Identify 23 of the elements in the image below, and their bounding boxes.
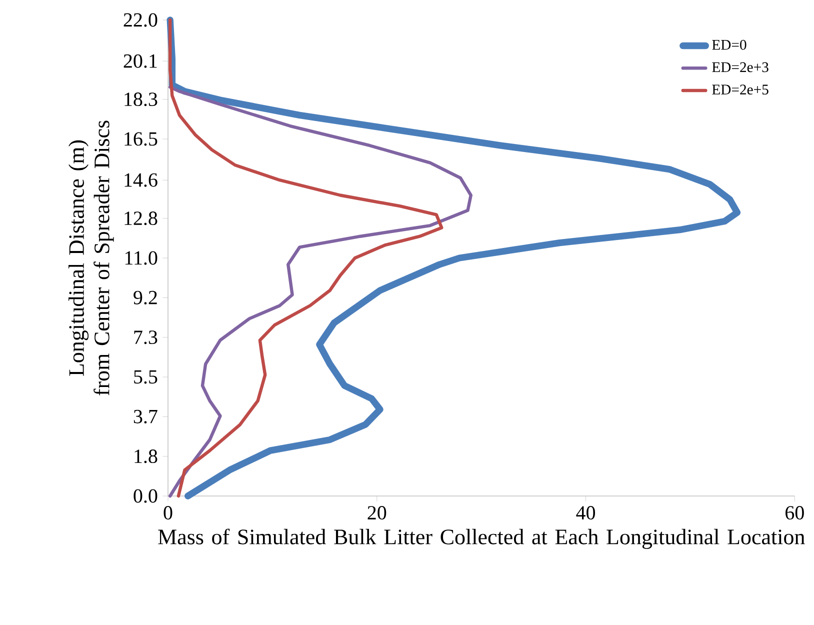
y-tick-label: 14.6 (124, 173, 158, 187)
x-tick-label: 40 (576, 506, 596, 520)
y-tick-label: 1.8 (134, 450, 158, 464)
y-tick-label: 12.8 (124, 212, 158, 226)
y-tick-label: 9.2 (134, 290, 157, 304)
legend-label: ED=2e+3 (712, 62, 768, 72)
y-tick-label: 5.5 (134, 370, 158, 384)
x-axis-title: Mass of Simulated Bulk Litter Collected at Each Longitudinal Location (158, 528, 805, 549)
y-tick-label: 11.0 (125, 251, 158, 265)
y-axis-title: Longitudinal Distance (m) from Center of Spreader Discs (68, 120, 114, 396)
y-tick-label: 7.3 (134, 330, 158, 344)
legend-label: ED=2e+5 (712, 84, 768, 95)
y-tick-label: 0.0 (134, 489, 158, 503)
legend-label: ED=0 (712, 40, 746, 50)
x-tick-label: 60 (786, 506, 804, 520)
x-tick-label: 0 (164, 506, 172, 520)
y-tick-label: 3.7 (134, 410, 158, 424)
x-tick-label: 20 (368, 506, 386, 520)
y-tick-label: 22.0 (124, 13, 158, 27)
y-tick-label: 18.3 (124, 92, 158, 106)
line-series (168, 85, 472, 498)
y-tick-label: 20.1 (124, 54, 157, 68)
y-tick-label: 16.5 (124, 132, 158, 146)
